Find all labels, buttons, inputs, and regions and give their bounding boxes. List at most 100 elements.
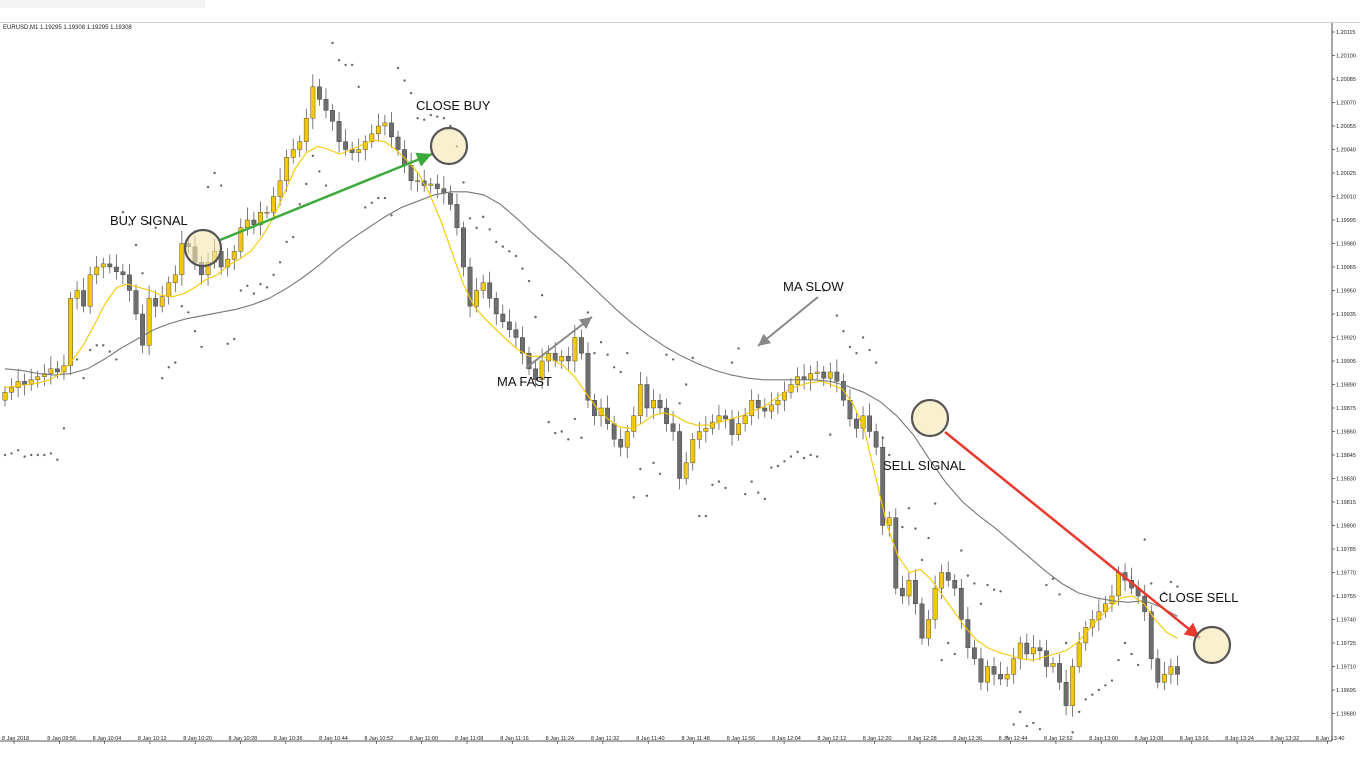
psar-dot (115, 358, 118, 361)
candle-bearish (834, 371, 840, 382)
psar-dot (88, 348, 92, 352)
candle-bearish (762, 407, 768, 412)
psar-dot (350, 63, 354, 67)
ma-slow-pointer (757, 296, 819, 347)
candle-bullish (2, 392, 8, 401)
candle-bullish (939, 572, 945, 589)
candle-bearish (107, 263, 113, 268)
psar-dot (1091, 693, 1094, 696)
candle-bearish (867, 415, 873, 432)
psar-dot (796, 450, 799, 454)
psar-dot (23, 455, 26, 458)
candle-bearish (461, 227, 466, 268)
parabolic-sar-dots (3, 41, 1179, 739)
candle-bullish (35, 376, 41, 380)
psar-dot (586, 311, 590, 314)
candle-bearish (140, 313, 145, 346)
psar-dot (252, 292, 256, 295)
sell-trade-arrow (944, 431, 1201, 639)
candle-bearish (500, 313, 506, 323)
candle-bullish (827, 371, 833, 379)
psar-dot (1078, 710, 1081, 714)
psar-dot (285, 240, 288, 244)
psar-dot (567, 438, 570, 441)
psar-dot (1051, 577, 1055, 580)
candle-bullish (690, 439, 696, 464)
psar-dot (645, 494, 649, 497)
time-tick-label: 8 Jan 13:08 (1135, 736, 1164, 742)
candle-bullish (474, 290, 479, 307)
psar-dot (593, 351, 596, 355)
psar-dot (187, 311, 190, 314)
candle-bearish (821, 371, 827, 379)
ma-slow-label: MA SLOW (783, 279, 844, 294)
candle-bearish (972, 647, 977, 659)
psar-dot (573, 417, 577, 421)
candle-bullish (277, 180, 283, 197)
price-tick-label: 1.19785 (1336, 547, 1356, 553)
candle-bearish (487, 282, 493, 299)
psar-dot (121, 210, 125, 214)
buy-signal-label: BUY SIGNAL (110, 213, 188, 228)
candle-bearish (579, 337, 584, 354)
time-tick-label: 8 Jan 11:16 (500, 736, 528, 742)
candle-bullish (428, 183, 434, 186)
psar-dot (403, 79, 406, 82)
time-tick-label: 8 Jan 12:36 (953, 736, 982, 742)
psar-dot (396, 66, 400, 70)
psar-dot (940, 659, 943, 662)
psar-dot (1176, 585, 1179, 588)
psar-dot (278, 261, 282, 264)
time-tick-label: 8 Jan 12:12 (817, 736, 846, 742)
psar-dot (377, 196, 380, 200)
time-tick-label: 8 Jan 11:40 (636, 736, 664, 742)
candle-bullish (637, 384, 643, 417)
psar-dot (1163, 591, 1166, 595)
ma-fast-label: MA FAST (497, 374, 552, 389)
chart-tab[interactable] (0, 0, 205, 8)
psar-dot (265, 286, 269, 289)
psar-dot (1169, 580, 1173, 584)
price-tick-label: 1.19830 (1336, 477, 1356, 483)
psar-dot (311, 154, 315, 157)
candle-bullish (284, 157, 290, 182)
candle-bearish (113, 266, 119, 272)
psar-dot (442, 116, 446, 120)
candle-bearish (913, 580, 918, 605)
candle-bullish (74, 290, 80, 299)
price-tick-label: 1.19680 (1336, 712, 1356, 718)
candle-bearish (880, 446, 886, 526)
psar-dot (521, 267, 524, 270)
time-tick-label: 8 Jan 10:04 (93, 736, 122, 742)
time-tick-label: 8 Jan 13:16 (1180, 736, 1209, 742)
psar-dot (364, 206, 367, 209)
candle-bearish (513, 329, 519, 338)
candle-bearish (755, 399, 761, 409)
psar-dot (1150, 582, 1153, 585)
psar-dot (161, 377, 164, 380)
price-tick-label: 1.19800 (1336, 524, 1356, 530)
close-buy-marker (429, 126, 469, 166)
candle-bullish (546, 352, 552, 362)
candle-bearish (526, 352, 532, 370)
psar-dot (750, 480, 753, 483)
candle-bullish (814, 371, 820, 374)
psar-dot (704, 514, 708, 518)
price-tick-label: 1.19740 (1336, 618, 1356, 624)
psar-dot (1143, 538, 1146, 541)
psar-dot (757, 491, 760, 494)
psar-dot (580, 436, 583, 439)
price-tick-label: 1.20070 (1336, 101, 1356, 107)
psar-dot (75, 358, 79, 361)
psar-dot (200, 345, 203, 349)
psar-dot (141, 272, 144, 275)
psar-dot (1110, 679, 1114, 682)
psar-dot (639, 467, 642, 471)
candle-bullish (146, 298, 152, 346)
time-tick-label: 8 Jan 10:44 (319, 736, 348, 742)
psar-dot (632, 496, 635, 499)
time-tick-label: 8 Jan 12:20 (863, 736, 892, 742)
psar-dot (999, 590, 1002, 593)
psar-dot (737, 347, 740, 350)
